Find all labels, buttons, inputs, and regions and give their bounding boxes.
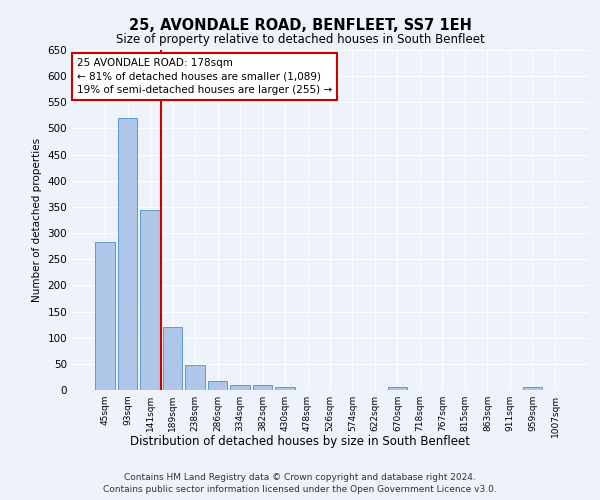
Bar <box>185 365 205 390</box>
Text: 25, AVONDALE ROAD, BENFLEET, SS7 1EH: 25, AVONDALE ROAD, BENFLEET, SS7 1EH <box>128 18 472 32</box>
Bar <box>140 210 160 390</box>
Bar <box>95 242 115 390</box>
Y-axis label: Number of detached properties: Number of detached properties <box>32 138 42 302</box>
Text: Size of property relative to detached houses in South Benfleet: Size of property relative to detached ho… <box>116 32 484 46</box>
Bar <box>163 327 182 390</box>
Bar <box>388 387 407 390</box>
Bar <box>230 385 250 390</box>
Text: Contains public sector information licensed under the Open Government Licence v3: Contains public sector information licen… <box>103 486 497 494</box>
Text: Contains HM Land Registry data © Crown copyright and database right 2024.: Contains HM Land Registry data © Crown c… <box>124 473 476 482</box>
Text: Distribution of detached houses by size in South Benfleet: Distribution of detached houses by size … <box>130 435 470 448</box>
Text: 25 AVONDALE ROAD: 178sqm
← 81% of detached houses are smaller (1,089)
19% of sem: 25 AVONDALE ROAD: 178sqm ← 81% of detach… <box>77 58 332 95</box>
Bar <box>118 118 137 390</box>
Bar <box>523 387 542 390</box>
Bar <box>253 385 272 390</box>
Bar <box>208 381 227 390</box>
Bar <box>275 387 295 390</box>
